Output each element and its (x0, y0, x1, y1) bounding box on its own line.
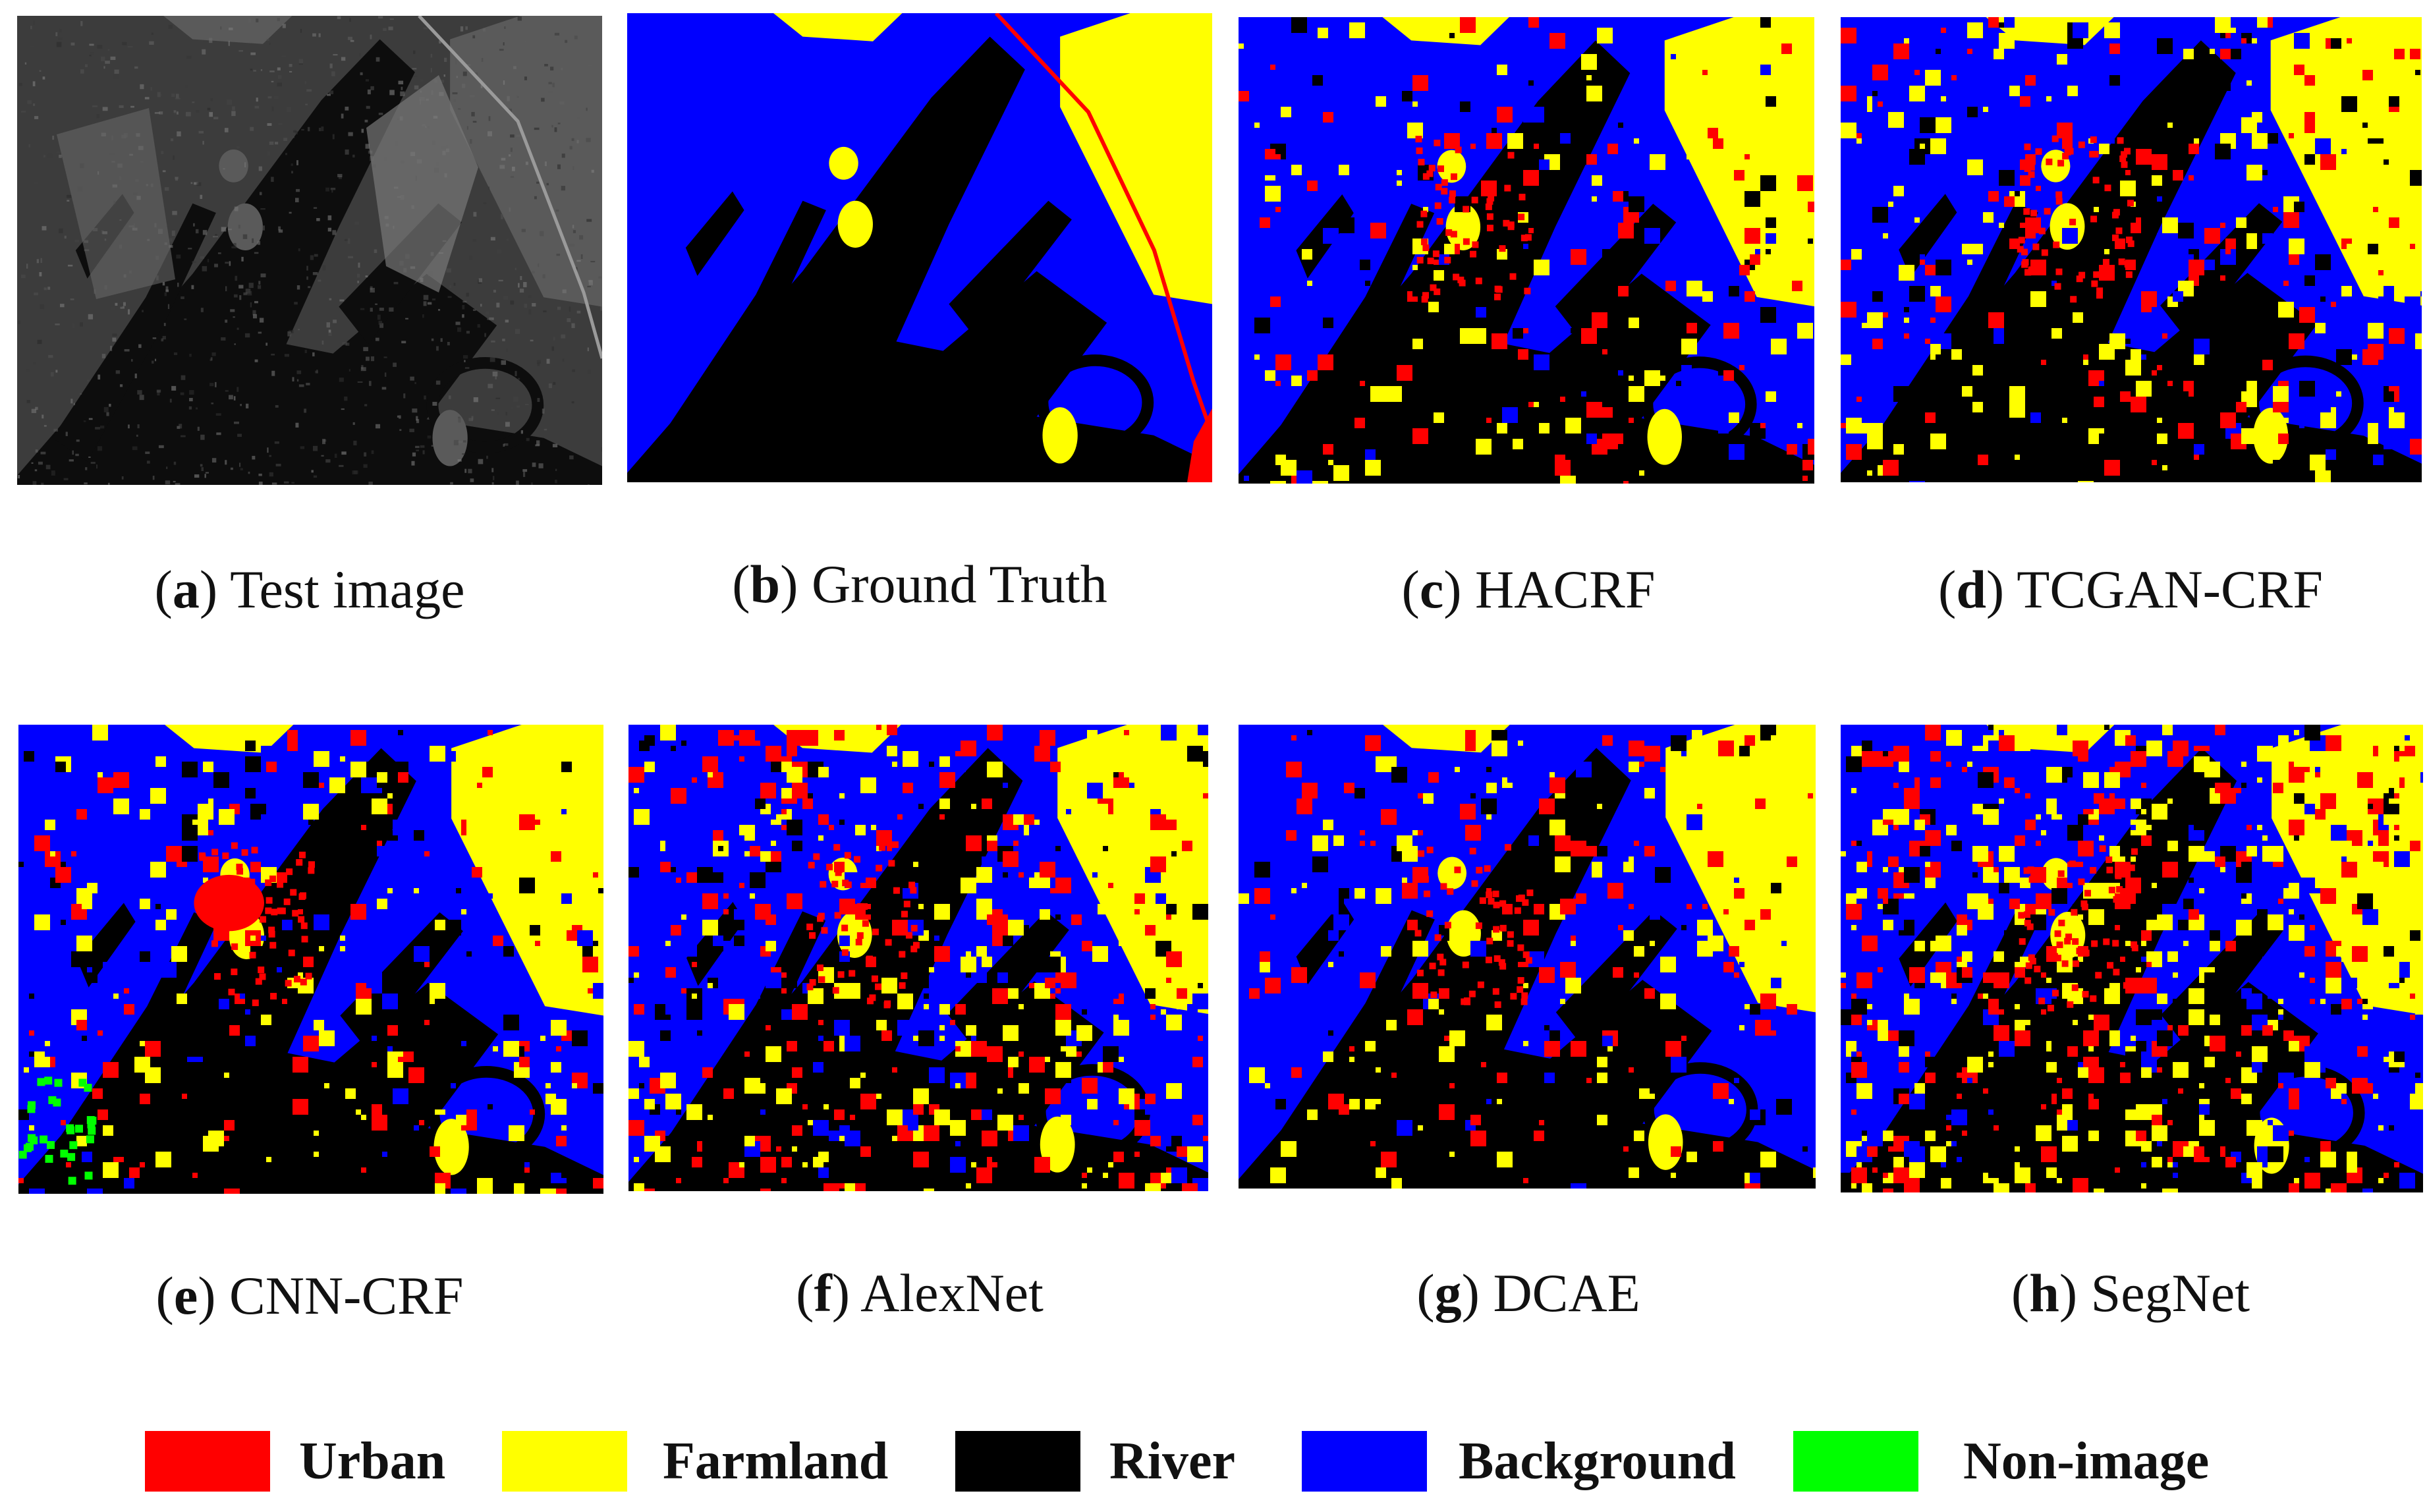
legend-label-farmland: Farmland (663, 1432, 889, 1490)
caption-b: (b) Ground Truth (732, 554, 1107, 614)
test-image-sar (17, 16, 602, 485)
legend-swatch-farmland (502, 1431, 627, 1492)
caption-f: (f) AlexNet (796, 1263, 1044, 1323)
legend-swatch-background (1302, 1431, 1427, 1492)
dcae-map (1239, 725, 1816, 1189)
segnet-map (1841, 725, 2423, 1192)
panel-h-segnet (1841, 725, 2423, 1192)
caption-g: (g) DCAE (1416, 1263, 1640, 1323)
caption-c: (c) HACRF (1401, 559, 1656, 619)
legend-swatch-non-image (1793, 1431, 1918, 1492)
panel-e-cnn-crf (18, 725, 603, 1194)
tcgan-crf-map (1841, 17, 2422, 482)
ground-truth-map (627, 13, 1212, 482)
panel-c-hacrf (1239, 17, 1814, 484)
caption-d: (d) TCGAN-CRF (1938, 559, 2323, 619)
legend-label-river: River (1109, 1432, 1236, 1490)
caption-h: (h) SegNet (2011, 1263, 2250, 1323)
caption-e: (e) CNN-CRF (155, 1266, 464, 1326)
alexnet-map (628, 725, 1208, 1191)
hacrf-map (1239, 17, 1814, 484)
panel-g-dcae (1239, 725, 1816, 1189)
caption-a: (a) Test image (154, 559, 465, 619)
legend-label-background: Background (1459, 1432, 1736, 1490)
panel-d-tcgan-crf (1841, 17, 2422, 482)
legend-swatch-river (955, 1431, 1080, 1492)
legend-swatch-urban (145, 1431, 270, 1492)
panel-b-ground-truth (627, 13, 1212, 482)
legend-label-non-image: Non-image (1963, 1432, 2210, 1490)
legend-label-urban: Urban (299, 1432, 446, 1490)
panel-f-alexnet (628, 725, 1208, 1191)
panel-a-test-image (17, 16, 602, 485)
cnn-crf-map (18, 725, 603, 1194)
